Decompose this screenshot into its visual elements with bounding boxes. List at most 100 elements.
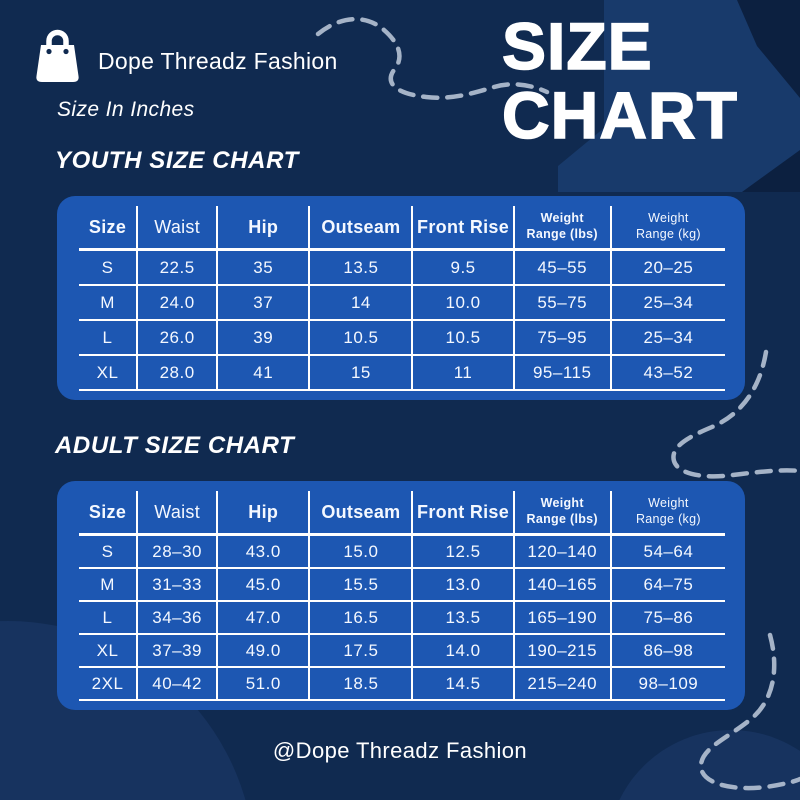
measurement-value: 14.0 (411, 633, 514, 668)
size-label: M (79, 567, 138, 602)
poster-title: SIZE CHART (501, 9, 738, 152)
measurement-value: 37–39 (136, 633, 218, 668)
measurement-value: 215–240 (512, 666, 611, 702)
measurement-value: 10.5 (308, 319, 413, 356)
adult-row-m: M 31–33 45.0 15.5 13.0 140–165 64–75 (79, 567, 725, 602)
measurement-value: 45–55 (512, 248, 611, 286)
measurement-value: 45.0 (216, 567, 310, 602)
adult-column-header-front-rise: Front Rise (411, 491, 514, 537)
size-label: XL (79, 354, 138, 392)
measurement-value: 49.0 (216, 633, 310, 668)
size-label: 2XL (79, 666, 138, 702)
measurement-value: 15.0 (308, 533, 413, 569)
measurement-value: 28.0 (136, 354, 218, 392)
measurement-value: 13.0 (411, 567, 514, 602)
measurement-value: 28–30 (136, 533, 218, 569)
measurement-value: 51.0 (216, 666, 310, 702)
measurement-value: 16.5 (308, 600, 413, 635)
measurement-value: 25–34 (609, 284, 725, 321)
measurement-value: 190–215 (512, 633, 611, 668)
measurement-value: 9.5 (411, 248, 514, 286)
youth-column-header-weight-range-lbs: Weight Range (lbs) (512, 206, 611, 252)
youth-column-header-waist: Waist (136, 206, 218, 252)
measurement-value: 17.5 (308, 633, 413, 668)
youth-column-header-front-rise: Front Rise (411, 206, 514, 252)
brand-name: Dope Threadz Fashion (98, 47, 338, 74)
measurement-value: 47.0 (216, 600, 310, 635)
adult-size-table: Size Waist Hip Outseam Front Rise Weight Rang… (79, 491, 725, 702)
youth-size-table: Size Waist Hip Outseam Front Rise Weight Rang… (79, 206, 725, 392)
measurement-value: 54–64 (609, 533, 725, 569)
shopping-bag-icon (36, 29, 79, 82)
measurement-value: 75–95 (512, 319, 611, 356)
measurement-value: 25–34 (609, 319, 725, 356)
measurement-value: 24.0 (136, 284, 218, 321)
adult-column-header-hip: Hip (216, 491, 310, 537)
adult-column-header-weight-range-lbs: Weight Range (lbs) (512, 491, 611, 537)
adult-row-2xl: 2XL 40–42 51.0 18.5 14.5 215–240 98–109 (79, 666, 725, 702)
youth-column-header-hip: Hip (216, 206, 310, 252)
adult-column-header-outseam: Outseam (308, 491, 413, 537)
measurement-value: 86–98 (609, 633, 725, 668)
poster-title-line2: CHART (501, 77, 738, 152)
corner-wedge-top-right (737, 0, 800, 98)
measurement-value: 34–36 (136, 600, 218, 635)
measurement-value: 35 (216, 248, 310, 286)
measurement-value: 64–75 (609, 567, 725, 602)
youth-row-l: L 26.0 39 10.5 10.5 75–95 25–34 (79, 319, 725, 356)
size-label: M (79, 284, 138, 321)
measurement-value: 140–165 (512, 567, 611, 602)
corner-wedge-right (742, 150, 800, 192)
measurement-value: 14.5 (411, 666, 514, 702)
youth-header-row: Size Waist Hip Outseam Front Rise Weight Rang… (79, 206, 725, 252)
measurement-value: 15.5 (308, 567, 413, 602)
measurement-value: 98–109 (609, 666, 725, 702)
measurement-value: 43–52 (609, 354, 725, 392)
measurement-value: 18.5 (308, 666, 413, 702)
measurement-value: 75–86 (609, 600, 725, 635)
size-label: L (79, 319, 138, 356)
measurement-value: 95–115 (512, 354, 611, 392)
poster-title-line1: SIZE (501, 9, 653, 83)
youth-size-table-card: Size Waist Hip Outseam Front Rise Weight Rang… (57, 196, 745, 400)
youth-row-m: M 24.0 37 14 10.0 55–75 25–34 (79, 284, 725, 321)
measurement-value: 11 (411, 354, 514, 392)
measurement-value: 120–140 (512, 533, 611, 569)
measurement-value: 31–33 (136, 567, 218, 602)
adult-column-header-weight-range-kg: Weight Range (kg) (609, 491, 725, 537)
measurement-value: 40–42 (136, 666, 218, 702)
measurement-value: 12.5 (411, 533, 514, 569)
footer-social-handle: @Dope Threadz Fashion (272, 738, 528, 763)
size-label: L (79, 600, 138, 635)
adult-column-header-size: Size (79, 491, 138, 537)
adult-size-table-card: Size Waist Hip Outseam Front Rise Weight Rang… (57, 481, 745, 710)
adult-row-s: S 28–30 43.0 15.0 12.5 120–140 54–64 (79, 533, 725, 569)
units-subtitle: Size In Inches (57, 98, 195, 121)
measurement-value: 13.5 (308, 248, 413, 286)
adult-section-heading: ADULT SIZE CHART (55, 432, 295, 459)
youth-section-heading: YOUTH SIZE CHART (55, 147, 299, 174)
adult-header-row: Size Waist Hip Outseam Front Rise Weight Rang… (79, 491, 725, 537)
measurement-value: 15 (308, 354, 413, 392)
measurement-value: 10.5 (411, 319, 514, 356)
measurement-value: 165–190 (512, 600, 611, 635)
brand-header: Dope Threadz Fashion (31, 24, 338, 86)
youth-column-header-size: Size (79, 206, 138, 252)
adult-row-l: L 34–36 47.0 16.5 13.5 165–190 75–86 (79, 600, 725, 635)
size-label: S (79, 533, 138, 569)
measurement-value: 39 (216, 319, 310, 356)
youth-row-xl: XL 28.0 41 15 11 95–115 43–52 (79, 354, 725, 392)
measurement-value: 10.0 (411, 284, 514, 321)
youth-column-header-outseam: Outseam (308, 206, 413, 252)
measurement-value: 43.0 (216, 533, 310, 569)
measurement-value: 55–75 (512, 284, 611, 321)
measurement-value: 41 (216, 354, 310, 392)
measurement-value: 37 (216, 284, 310, 321)
measurement-value: 22.5 (136, 248, 218, 286)
measurement-value: 26.0 (136, 319, 218, 356)
size-label: S (79, 248, 138, 286)
youth-row-s: S 22.5 35 13.5 9.5 45–55 20–25 (79, 248, 725, 286)
adult-column-header-waist: Waist (136, 491, 218, 537)
measurement-value: 13.5 (411, 600, 514, 635)
